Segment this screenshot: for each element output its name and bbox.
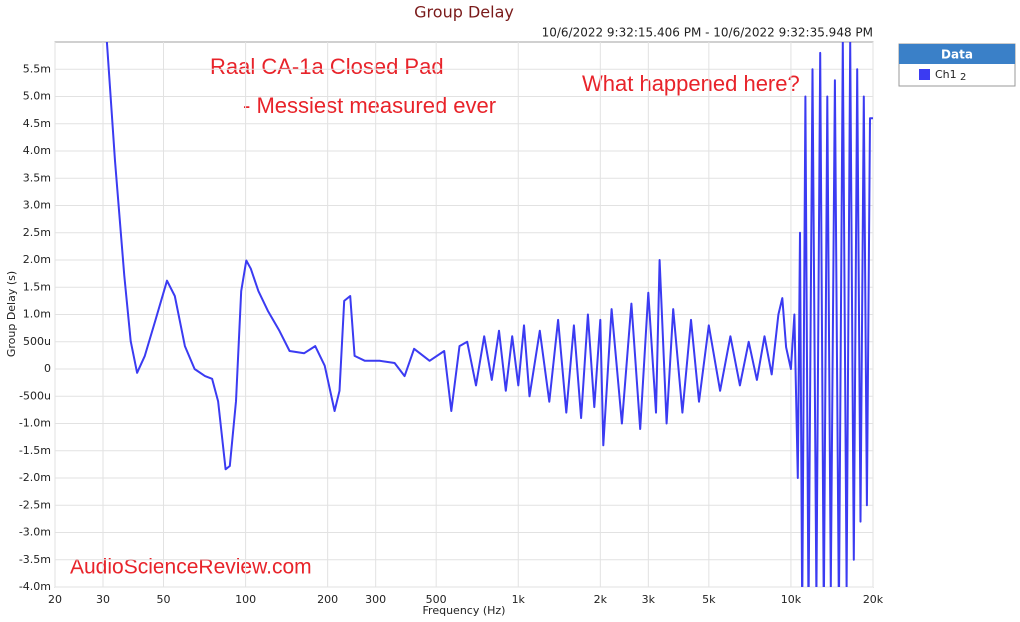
x-tick-label: 5k [702,593,716,606]
data-line [105,42,873,587]
x-tick-label: 100 [235,593,256,606]
x-tick-label: 50 [157,593,171,606]
legend-title: Data [941,48,973,62]
y-tick-label: -3.0m [19,526,51,539]
y-tick-label: 5.5m [23,62,51,75]
y-tick-label: 4.5m [23,117,51,130]
legend-label: Ch1 [935,68,957,81]
x-tick-label: 3k [642,593,656,606]
y-tick-label: -1.5m [19,444,51,457]
y-tick-label: -2.0m [19,471,51,484]
y-tick-label: 500u [23,335,51,348]
x-tick-label: 300 [365,593,386,606]
legend-extra: 2 [960,72,966,83]
plot-clip [105,42,873,587]
x-tick-label: 30 [96,593,110,606]
y-tick-label: -500u [19,389,51,402]
x-tick-label: 200 [317,593,338,606]
x-tick-label: 500 [426,593,447,606]
y-tick-label: 3.0m [23,199,51,212]
y-tick-label: -3.5m [19,553,51,566]
y-tick-label: 1.0m [23,308,51,321]
x-tick-label: 10k [781,593,802,606]
y-tick-label: 0 [44,362,51,375]
legend-header [899,44,1015,64]
y-tick-label: -2.5m [19,498,51,511]
legend-swatch [919,69,930,80]
x-tick-label: 20k [863,593,884,606]
x-axis-label: Frequency (Hz) [423,604,506,617]
y-tick-label: 3.5m [23,171,51,184]
y-tick-label: 4.0m [23,144,51,157]
subtitle: 10/6/2022 9:32:15.406 PM - 10/6/2022 9:3… [542,26,873,40]
y-tick-label: -4.0m [19,580,51,593]
y-tick-label: 5.0m [23,90,51,103]
x-tick-label: 20 [48,593,62,606]
x-tick-label: 1k [512,593,526,606]
x-tick-label: 2k [594,593,608,606]
annotation: Raal CA-1a Closed Pad [210,54,444,79]
chart-title: Group Delay [414,3,514,22]
y-tick-label: 2.5m [23,226,51,239]
y-tick-label: 1.5m [23,280,51,293]
y-axis-label: Group Delay (s) [5,271,18,357]
y-tick-label: -1.0m [19,417,51,430]
watermark: AudioScienceReview.com [70,556,312,579]
y-tick-label: 2.0m [23,253,51,266]
annotation: What happened here? [582,71,800,96]
